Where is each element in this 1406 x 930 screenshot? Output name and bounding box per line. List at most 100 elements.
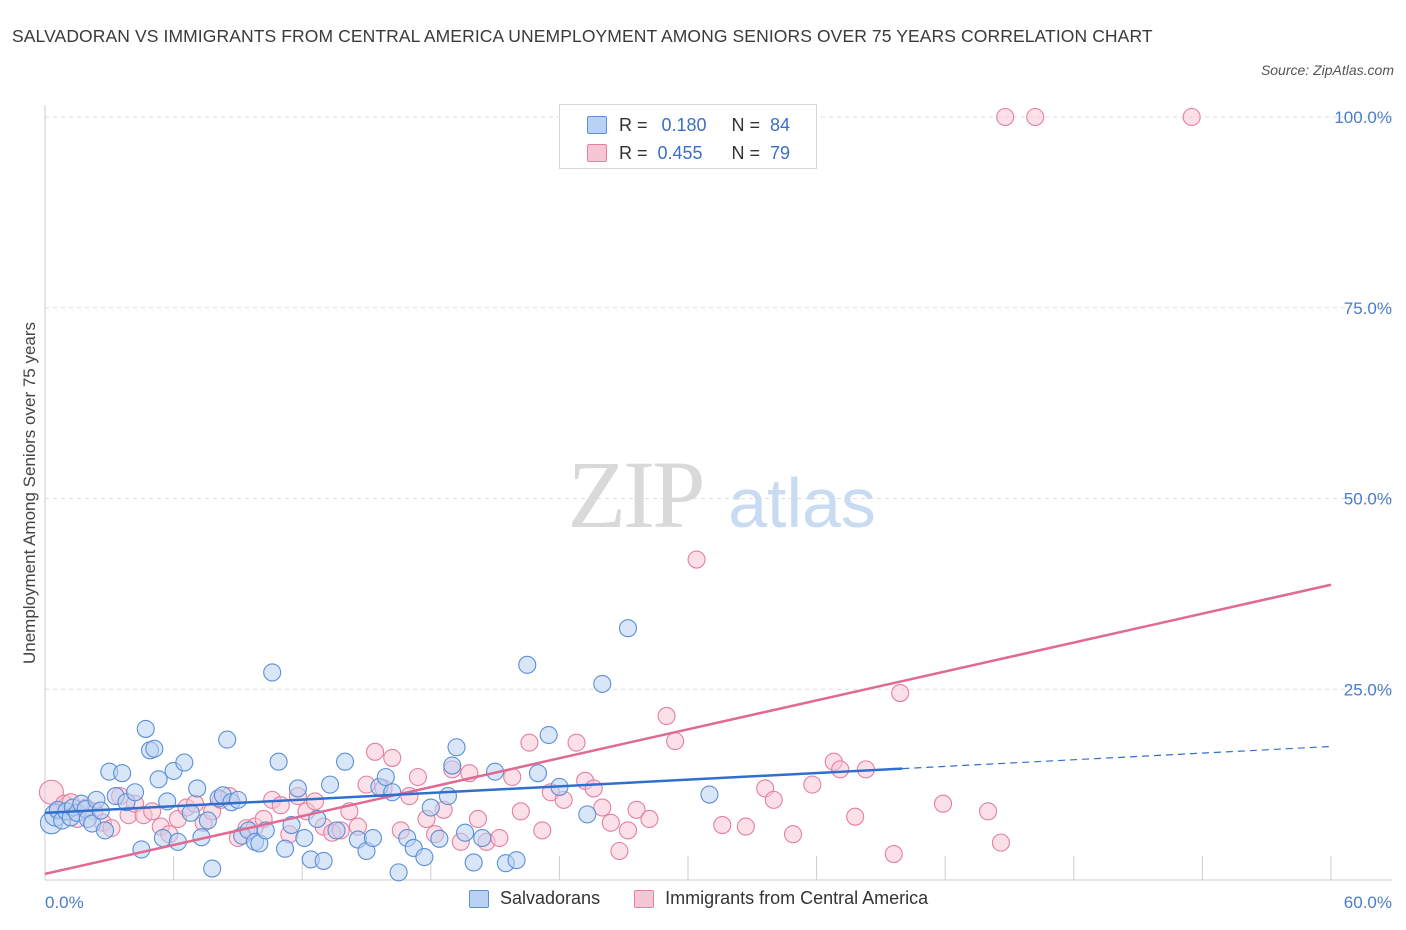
scatter-point — [593, 798, 612, 817]
chart-title: SALVADORAN VS IMMIGRANTS FROM CENTRAL AM… — [12, 26, 1153, 46]
scatter-point — [288, 779, 307, 798]
legend-r-label: R = — [619, 114, 648, 135]
tick-labels: 25.0% 50.0% 75.0% 100.0% 0.0% 60.0% — [45, 108, 1392, 912]
legend-item-salvadorans[interactable]: Salvadorans — [469, 888, 600, 909]
scatter-point — [507, 851, 526, 870]
source-label: Source: ZipAtlas.com — [1260, 62, 1394, 78]
scatter-point — [132, 840, 151, 859]
scatter-point — [125, 783, 145, 802]
legend-label: Immigrants from Central America — [665, 888, 929, 908]
scatter-point — [143, 802, 162, 821]
y-tick-label: 50.0% — [1344, 490, 1392, 509]
scatter-point — [831, 760, 850, 779]
scatter-point — [314, 851, 333, 870]
scatter-point — [181, 803, 200, 822]
scatter-point — [601, 813, 620, 832]
correlation-legend: R = 0.180 N = 84 R = 0.455 N = 79 — [559, 104, 817, 169]
scatter-point — [263, 663, 282, 682]
scatter-point — [145, 739, 164, 758]
scatter-point — [269, 752, 288, 771]
legend-row-salvadorans: R = 0.180 N = 84 — [560, 111, 790, 139]
trend-line-immigrants — [44, 583, 1332, 876]
legend-swatch-blue — [469, 889, 489, 908]
scatter-point — [991, 833, 1010, 852]
scatter-point — [366, 742, 385, 761]
scatter-point — [533, 821, 552, 840]
scatter-point — [490, 828, 509, 848]
y-axis-label: Unemployment Among Seniors over 75 years — [20, 322, 39, 664]
legend-row-immigrants: R = 0.455 N = 79 — [560, 139, 790, 167]
scatter-point — [1182, 107, 1201, 127]
scatter-point — [438, 787, 457, 806]
grid-lines — [45, 116, 1392, 690]
legend-r-value: 0.180 — [661, 114, 707, 135]
watermark: ZIP atlas — [568, 441, 876, 548]
scatter-point — [783, 825, 803, 844]
scatter-point — [443, 756, 462, 775]
y-tick-label: 75.0% — [1344, 299, 1392, 318]
scatter-point — [764, 790, 783, 809]
watermark-atlas: atlas — [728, 464, 876, 542]
y-tick-label: 25.0% — [1344, 680, 1392, 699]
scatter-point — [593, 674, 612, 693]
scatter-point — [567, 733, 586, 752]
scatter-point — [228, 790, 247, 809]
scatter-point — [934, 794, 953, 813]
scatter-point — [153, 828, 172, 848]
scatter-point — [891, 684, 910, 703]
scatter-point — [657, 706, 676, 726]
scatter-point — [408, 767, 427, 787]
scatter-point — [282, 816, 301, 835]
trend-lines — [44, 583, 1332, 876]
legend-n-label: N = — [731, 142, 761, 163]
scatter-point — [363, 828, 382, 848]
scatter-point — [666, 732, 685, 751]
scatter-point — [198, 811, 217, 830]
scatter-point — [306, 792, 325, 811]
scatter-point — [149, 770, 168, 789]
scatter-point — [979, 802, 998, 821]
scatter-point — [203, 859, 222, 878]
scatter-point — [687, 550, 706, 569]
scatter-point — [321, 775, 340, 794]
legend-item-immigrants[interactable]: Immigrants from Central America — [634, 888, 928, 909]
scatter-point — [884, 845, 903, 864]
scatter-point — [327, 821, 346, 840]
scatter-point — [803, 775, 822, 794]
scatter-point — [520, 733, 539, 752]
scatter-point — [713, 816, 732, 835]
scatter-point — [389, 863, 408, 882]
scatter-point — [1026, 107, 1045, 127]
scatter-point — [447, 738, 466, 757]
scatter-point — [996, 107, 1015, 127]
scatter-point — [464, 853, 483, 872]
scatter-point — [175, 753, 194, 772]
scatter-point — [421, 798, 440, 817]
scatter-point — [336, 752, 355, 771]
scatter-point — [456, 823, 475, 842]
trend-line-salvadorans-extension — [902, 745, 1332, 770]
scatter-point — [846, 807, 865, 826]
legend-n-value: 84 — [770, 114, 791, 135]
legend-n-value: 79 — [770, 142, 791, 163]
scatter-point — [627, 800, 646, 819]
scatter-point — [415, 848, 434, 867]
x-tick-label: 60.0% — [1344, 893, 1392, 912]
scatter-point — [113, 764, 132, 783]
scatter-point — [511, 802, 530, 821]
scatter-point — [430, 829, 449, 848]
scatter-point — [539, 725, 558, 745]
scatter-point — [188, 779, 207, 798]
x-tick-label: 0.0% — [45, 893, 84, 912]
scatter-point — [700, 785, 719, 804]
legend-n-label: N = — [731, 114, 761, 135]
scatter-point — [736, 817, 755, 836]
scatter-point — [468, 809, 488, 829]
scatter-point — [295, 828, 314, 848]
legend-swatch-pink — [634, 889, 655, 908]
scatter-point — [518, 655, 537, 674]
scatter-point — [640, 809, 659, 829]
trend-line-salvadorans — [44, 767, 903, 815]
scatter-point — [383, 748, 402, 767]
